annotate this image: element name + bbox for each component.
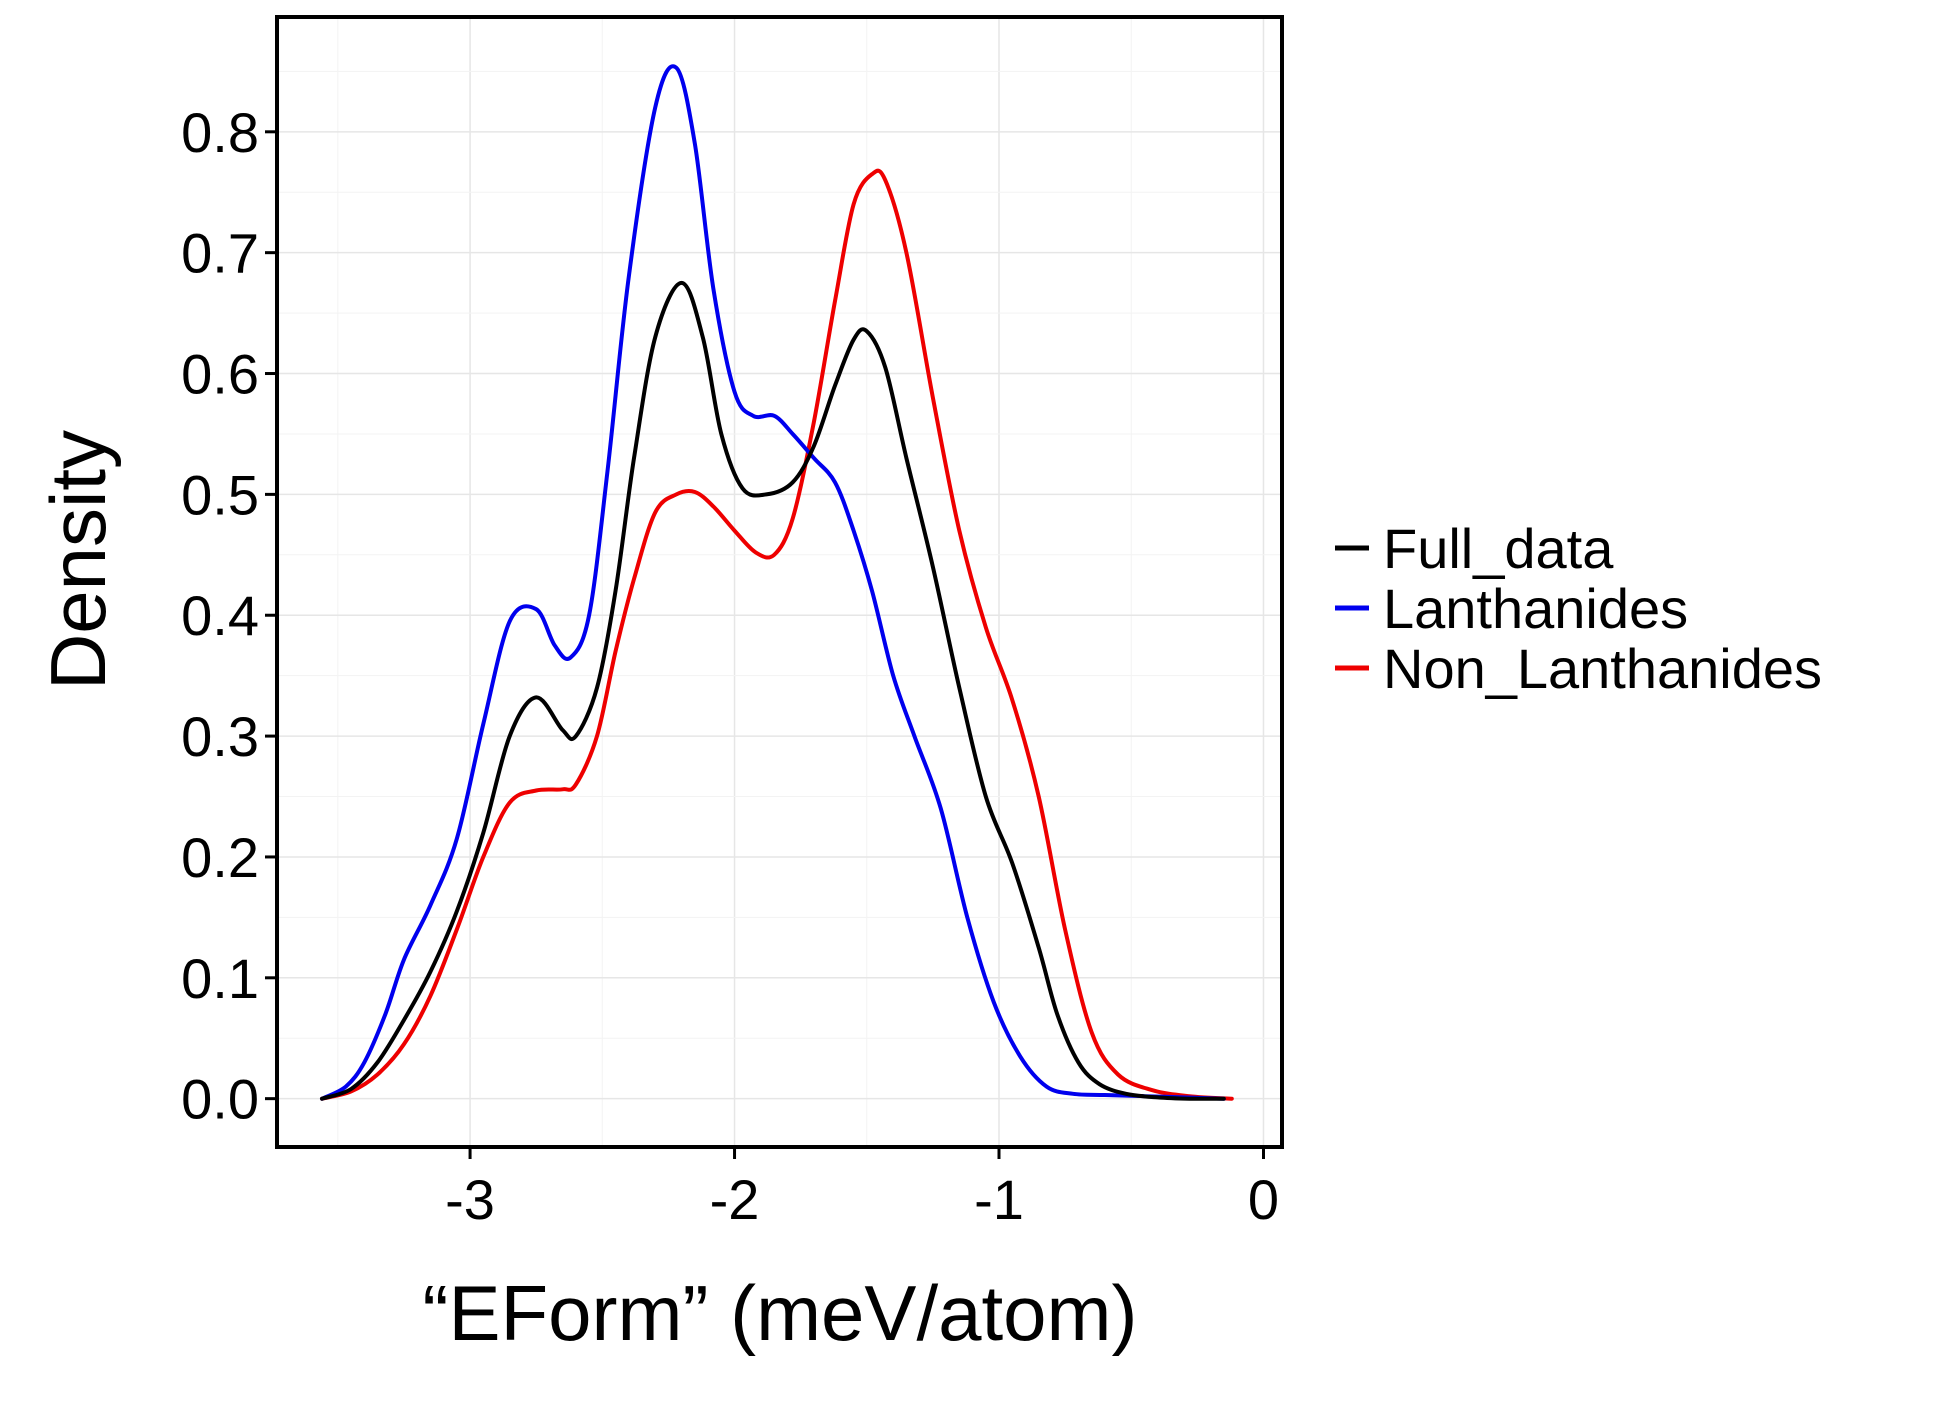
x-tick-label: 0 [1248, 1168, 1279, 1231]
grid-lines [277, 17, 1282, 1147]
y-tick-label: 0.8 [181, 101, 259, 164]
series-lines [320, 64, 1234, 1101]
x-tick-label: -1 [974, 1168, 1024, 1231]
x-tick-label: -2 [710, 1168, 760, 1231]
legend-label: Non_Lanthanides [1383, 637, 1822, 700]
series-line-full-data [320, 280, 1226, 1101]
plot-frame [275, 15, 1284, 1149]
y-tick-label: 0.7 [181, 222, 259, 285]
y-tick-label: 0.4 [181, 584, 259, 647]
y-tick-label: 0.1 [181, 947, 259, 1010]
legend-label: Full_data [1383, 517, 1614, 580]
y-axis-label: Density [34, 430, 122, 690]
y-tick-label: 0.0 [181, 1068, 259, 1131]
y-tick-label: 0.6 [181, 343, 259, 406]
x-tick-label: -3 [445, 1168, 495, 1231]
x-axis-label: “EForm” (meV/atom) [422, 1269, 1137, 1357]
y-tick-label: 0.3 [181, 705, 259, 768]
series-line-lanthanides [320, 64, 1226, 1101]
y-tick-label: 0.2 [181, 826, 259, 889]
axes: -3 -2 -1 0 0.0 0.1 0.2 0.3 0.4 0.5 0.6 0.7 0.8 [181, 101, 1279, 1231]
legend-label: Lanthanides [1383, 577, 1688, 640]
series-line-non-lanthanides [320, 168, 1234, 1101]
y-tick-label: 0.5 [181, 463, 259, 526]
